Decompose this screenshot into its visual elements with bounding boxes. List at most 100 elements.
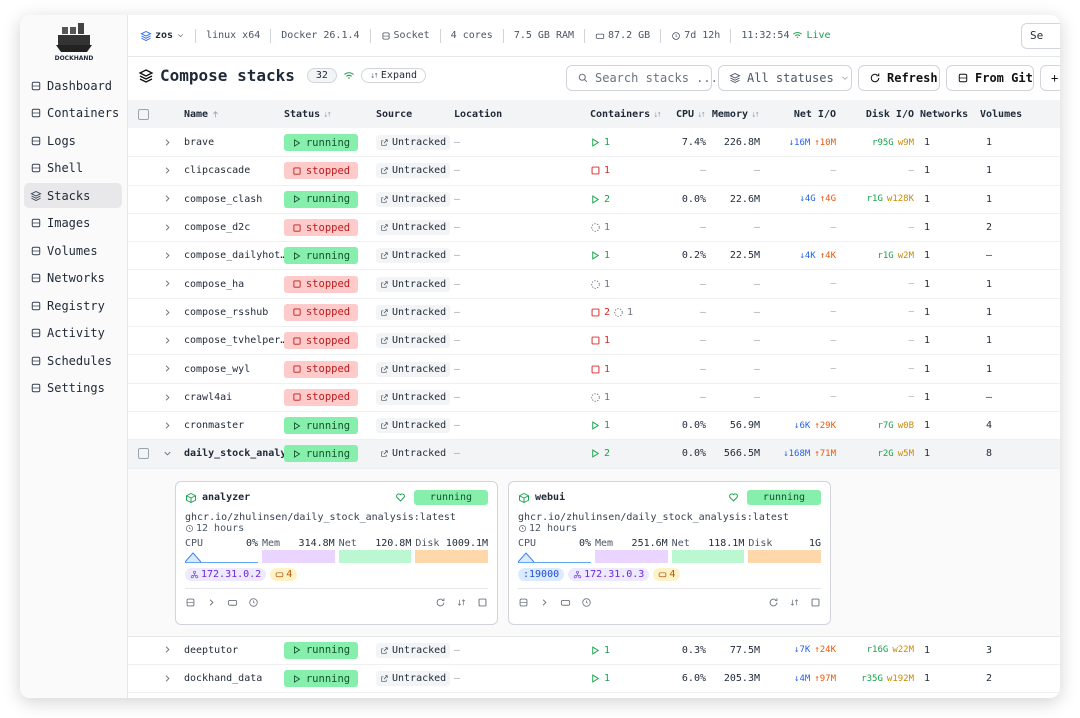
action-icon[interactable] — [456, 597, 467, 608]
nav-item[interactable]: Images — [24, 211, 122, 236]
action-icon[interactable] — [227, 597, 238, 608]
nav-item[interactable]: Networks — [24, 266, 122, 291]
stack-row[interactable]: compose_dailyhot… running Untracked –1 0.2% 2… — [128, 242, 1060, 271]
column-header[interactable]: Disk I/O — [842, 109, 920, 120]
net-value: ↑71M — [814, 448, 836, 459]
column-header[interactable]: Memory — [712, 109, 766, 120]
stack-row[interactable]: dockhand_data running Untracked – 1 6.0% 205.3… — [128, 665, 1060, 694]
button-from-git[interactable]: From Git — [946, 65, 1034, 91]
button-label: Search stacks ... — [595, 71, 718, 85]
status-label: running — [305, 672, 351, 685]
status-badge: stopped — [284, 303, 358, 321]
status-badge: stopped — [284, 219, 358, 237]
stack-row[interactable]: cronmaster running Untracked – 1 0.0% 56.9M ↓6K… — [128, 412, 1060, 441]
nav-item[interactable]: Registry — [24, 293, 122, 318]
nav-item[interactable]: Logs — [24, 128, 122, 153]
button-filter[interactable]: All statuses — [718, 65, 852, 91]
volumes: 2 — [986, 222, 993, 234]
status-icon — [293, 365, 301, 373]
column-header[interactable]: Net I/O — [766, 109, 842, 120]
global-search[interactable]: Se — [1021, 23, 1060, 49]
networks: 1 — [924, 363, 931, 375]
stack-row[interactable]: clipcascade stopped Untracked –1– – – –1 1 — [128, 157, 1060, 186]
stack-row[interactable]: crawl4ai stopped Untracked –1– – – –1– — [128, 384, 1060, 412]
stack-row[interactable]: compose_rsshub stopped Untracked –2 1– – – –1 1 — [128, 299, 1060, 328]
nav-item[interactable]: Schedules — [24, 348, 122, 373]
cell: Untracked — [376, 304, 454, 320]
nav-icon — [31, 163, 41, 173]
volumes: 1 — [986, 137, 993, 149]
stack-row[interactable]: compose_ha stopped Untracked –1– – – –1 1 — [128, 270, 1060, 299]
action-icon[interactable] — [206, 597, 217, 608]
status-label: stopped — [305, 363, 351, 376]
stack-row[interactable]: deeptutor running Untracked – 1 0.3% 77.5M ↓7K ↑… — [128, 637, 1060, 665]
networks: 1 — [924, 278, 931, 290]
column-header[interactable]: Containers — [590, 109, 666, 120]
networks: 1 — [924, 335, 931, 347]
nav-item[interactable]: Volumes — [24, 238, 122, 263]
action-icon[interactable] — [810, 597, 821, 608]
expand-toggle — [165, 224, 170, 231]
button-add[interactable]: + — [1040, 65, 1060, 91]
action-icon[interactable] — [789, 597, 800, 608]
column-header[interactable]: Status — [284, 109, 376, 120]
column-header[interactable]: Name — [184, 109, 284, 120]
column-header[interactable]: Location — [454, 109, 590, 120]
table-body: brave running Untracked –1 7.4% 226.8M ↓16M ↑10… — [128, 129, 1060, 694]
stat-bar — [262, 549, 335, 563]
stack-row[interactable]: compose_d2c stopped Untracked –1– – – –1 2 — [128, 214, 1060, 243]
expand-button[interactable]: Expand — [360, 68, 427, 83]
action-icon[interactable] — [435, 597, 446, 608]
action-icon[interactable] — [581, 597, 592, 608]
nav-label: Containers — [47, 106, 120, 120]
disk-io: r35G w192M — [842, 674, 920, 684]
action-icon[interactable] — [248, 597, 259, 608]
live-icon — [793, 32, 803, 38]
action-icon[interactable] — [560, 597, 571, 608]
ip-text: 172.31.0.2 — [201, 568, 262, 580]
stack-row[interactable]: compose_clash running Untracked – 2 0.0% 22.6M… — [128, 186, 1060, 214]
nav-item[interactable]: Containers — [24, 101, 122, 126]
nav-item[interactable]: Settings — [24, 376, 122, 401]
nav-icon — [31, 328, 41, 338]
action-icon[interactable] — [477, 597, 488, 608]
source-icon — [381, 675, 388, 682]
column-label: CPU — [675, 108, 694, 120]
stack-row[interactable]: compose_wyl stopped Untracked –1– – – –1 1 — [128, 355, 1060, 384]
action-icon[interactable] — [518, 597, 529, 608]
location: – — [454, 250, 461, 262]
expand-toggle — [165, 195, 170, 203]
column-header[interactable]: Networks — [920, 109, 980, 120]
stack-name: compose_tvhelper… — [184, 335, 284, 347]
separator — [730, 28, 732, 43]
net-value: – — [830, 307, 836, 318]
memory: 566.5M — [723, 448, 760, 460]
select-all[interactable] — [138, 108, 149, 120]
status-icon — [293, 393, 301, 401]
nav-item[interactable]: Activity — [24, 321, 122, 346]
stack-row[interactable]: daily_stock_analy running Untracked – 2 0.0% 5… — [128, 440, 1060, 469]
row-checkbox[interactable] — [138, 448, 149, 460]
stack-row[interactable]: compose_tvhelper… stopped Untracked –1– – – –1… — [128, 327, 1060, 356]
container-count: 1 — [604, 250, 611, 262]
cell: running — [284, 190, 376, 208]
host-selector[interactable]: zos — [140, 30, 185, 42]
net-io: – — [766, 392, 842, 402]
stack-row[interactable]: brave running Untracked – 1 7.4% 226.8M ↓16M ↑10… — [128, 129, 1060, 158]
column-header[interactable]: Source — [376, 109, 454, 120]
nav-item[interactable]: Shell — [24, 156, 122, 181]
button-refresh[interactable]: Refresh — [858, 65, 940, 91]
action-icon[interactable] — [768, 597, 779, 608]
volumes: 1 — [986, 278, 993, 290]
cell: Untracked — [376, 671, 454, 686]
action-icon[interactable] — [185, 597, 196, 608]
nav-item[interactable]: Dashboard — [24, 73, 122, 98]
column-header[interactable]: Volumes — [980, 109, 1040, 120]
column-header[interactable]: CPU — [666, 109, 712, 120]
action-icon[interactable] — [539, 597, 550, 608]
nav-item[interactable]: Stacks — [24, 183, 122, 208]
stack-search[interactable]: Search stacks ... — [566, 65, 718, 91]
cell: stopped — [284, 360, 376, 378]
volumes: 1 — [986, 193, 993, 205]
nav-icon — [31, 246, 41, 255]
